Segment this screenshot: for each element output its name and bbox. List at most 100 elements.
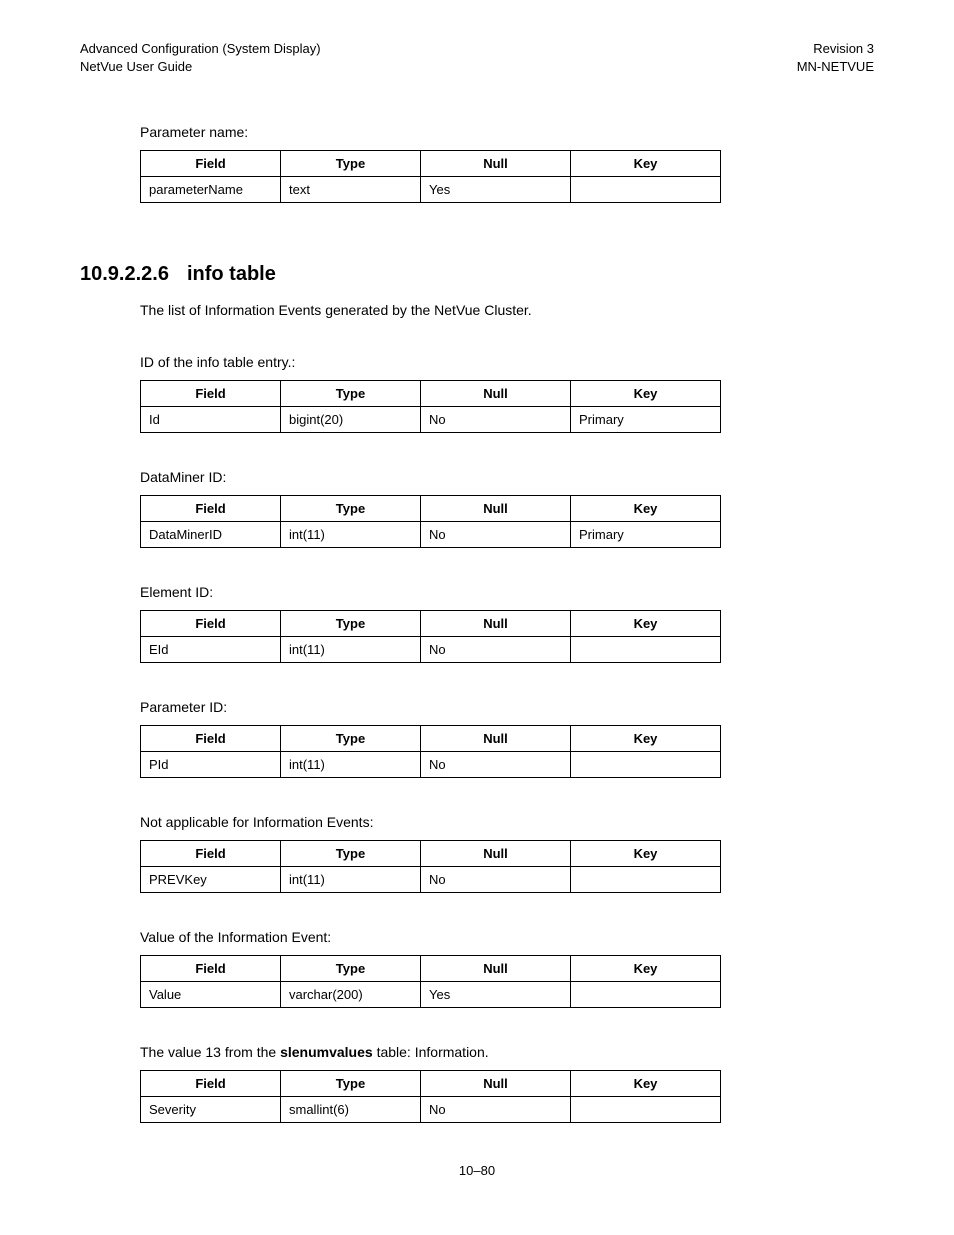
cell-type: int(11) [281,522,421,548]
cell-null: No [421,522,571,548]
page-content: Parameter name: Field Type Null Key para… [140,124,874,1123]
col-field: Field [141,1071,281,1097]
cell-key [571,752,721,778]
header-right-line2: MN-NETVUE [797,58,874,76]
cell-null: No [421,407,571,433]
cell-null: No [421,637,571,663]
col-key: Key [571,611,721,637]
table-row: Severity smallint(6) No [141,1097,721,1123]
schema-table: FieldTypeNullKeyIdbigint(20)NoPrimary [140,380,721,433]
schema-table: FieldTypeNullKeyPIdint(11)No [140,725,721,778]
col-type: Type [281,611,421,637]
header-right: Revision 3 MN-NETVUE [797,40,874,76]
cell-null: No [421,752,571,778]
table-desc: Value of the Information Event: [140,929,874,945]
table-desc: ID of the info table entry.: [140,354,874,370]
section-intro: The list of Information Events generated… [140,302,874,318]
table-row: PREVKeyint(11)No [141,867,721,893]
col-field: Field [141,841,281,867]
section-heading: 10.9.2.2.6info table [80,263,874,286]
col-field: Field [141,956,281,982]
header-left-line2: NetVue User Guide [80,58,321,76]
schema-table: FieldTypeNullKeyValuevarchar(200)Yes [140,955,721,1008]
cell-key [571,177,721,203]
table-header-row: FieldTypeNullKey [141,611,721,637]
cell-type: bigint(20) [281,407,421,433]
cell-type: text [281,177,421,203]
schema-table: FieldTypeNullKeyEIdint(11)No [140,610,721,663]
cell-null: Yes [421,982,571,1008]
col-type: Type [281,496,421,522]
col-field: Field [141,151,281,177]
table-desc: DataMiner ID: [140,469,874,485]
cell-field: EId [141,637,281,663]
table-header-row: FieldTypeNullKey [141,726,721,752]
page-header: Advanced Configuration (System Display) … [80,40,874,76]
table-header-row: FieldTypeNullKey [141,956,721,982]
col-field: Field [141,726,281,752]
cell-field: Id [141,407,281,433]
col-key: Key [571,956,721,982]
table-row: Valuevarchar(200)Yes [141,982,721,1008]
header-left: Advanced Configuration (System Display) … [80,40,321,76]
col-key: Key [571,726,721,752]
header-left-line1: Advanced Configuration (System Display) [80,40,321,58]
severity-desc-post: table: Information. [373,1044,489,1060]
col-type: Type [281,726,421,752]
page-number: 10–80 [459,1163,495,1178]
cell-key: Primary [571,522,721,548]
tables-container: ID of the info table entry.:FieldTypeNul… [140,354,874,1008]
col-null: Null [421,841,571,867]
table-desc: Element ID: [140,584,874,600]
table-header-row: FieldTypeNullKey [141,496,721,522]
col-field: Field [141,496,281,522]
schema-table: FieldTypeNullKeyDataMinerIDint(11)NoPrim… [140,495,721,548]
col-null: Null [421,496,571,522]
col-type: Type [281,956,421,982]
table-header-row: Field Type Null Key [141,1071,721,1097]
header-right-line1: Revision 3 [797,40,874,58]
col-type: Type [281,381,421,407]
severity-table: Field Type Null Key Severity smallint(6)… [140,1070,721,1123]
cell-type: smallint(6) [281,1097,421,1123]
cell-type: int(11) [281,867,421,893]
parameter-name-table: Field Type Null Key parameterName text Y… [140,150,721,203]
cell-null: Yes [421,177,571,203]
col-key: Key [571,1071,721,1097]
cell-key [571,1097,721,1123]
col-key: Key [571,841,721,867]
cell-field: Value [141,982,281,1008]
col-field: Field [141,611,281,637]
page-footer: 10–80 [80,1163,874,1178]
cell-field: PId [141,752,281,778]
cell-field: Severity [141,1097,281,1123]
section-title: info table [187,263,276,285]
schema-table: FieldTypeNullKeyPREVKeyint(11)No [140,840,721,893]
col-null: Null [421,611,571,637]
cell-type: varchar(200) [281,982,421,1008]
table-header-row: FieldTypeNullKey [141,841,721,867]
table-row: EIdint(11)No [141,637,721,663]
table-row: DataMinerIDint(11)NoPrimary [141,522,721,548]
col-field: Field [141,381,281,407]
col-null: Null [421,726,571,752]
col-null: Null [421,381,571,407]
severity-desc: The value 13 from the slenumvalues table… [140,1044,874,1060]
col-null: Null [421,956,571,982]
col-type: Type [281,1071,421,1097]
table-row: parameterName text Yes [141,177,721,203]
severity-desc-bold: slenumvalues [280,1044,373,1060]
cell-field: PREVKey [141,867,281,893]
table-desc: Parameter ID: [140,699,874,715]
table-desc: Not applicable for Information Events: [140,814,874,830]
col-key: Key [571,151,721,177]
cell-field: parameterName [141,177,281,203]
col-key: Key [571,496,721,522]
cell-field: DataMinerID [141,522,281,548]
cell-key: Primary [571,407,721,433]
col-null: Null [421,1071,571,1097]
col-null: Null [421,151,571,177]
col-type: Type [281,841,421,867]
severity-desc-pre: The value 13 from the [140,1044,280,1060]
table-row: Idbigint(20)NoPrimary [141,407,721,433]
